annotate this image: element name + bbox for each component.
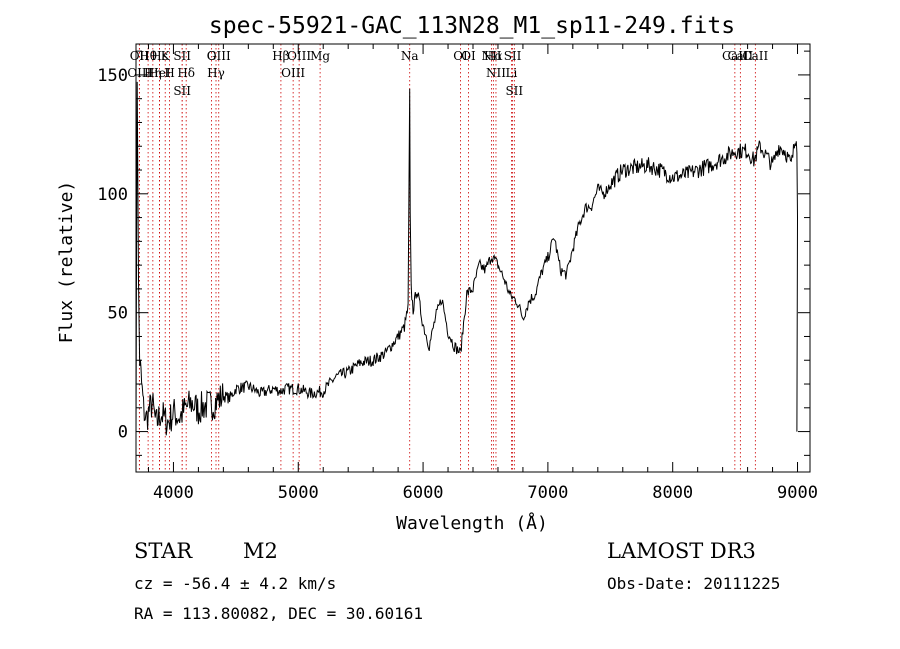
plot-frame [135,43,811,473]
coords-text: RA = 113.80082, DEC = 30.60161 [134,604,423,623]
y-tick-label: 0 [118,423,128,443]
marker-label: OIII [287,49,311,63]
marker-label: Hε [151,49,168,63]
x-tick-label: 6000 [403,483,444,503]
marker-label: CaII [722,49,748,63]
redshift-text: cz = -56.4 ± 4.2 km/s [134,574,337,593]
y-tick-label: 150 [97,66,128,86]
marker-label: Mg [310,49,330,63]
marker-label: Hη [144,66,162,80]
y-tick-label: 50 [108,304,128,324]
survey-name: LAMOST DR3 [607,539,756,563]
marker-label: NII [481,49,501,63]
marker-label: G [207,49,217,63]
marker-label: OIII [207,49,231,63]
object-type: STAR [134,539,193,563]
marker-label: NII [486,66,506,80]
line-markers [138,44,756,472]
marker-label: Li [506,66,518,80]
marker-label: HeI [148,66,171,80]
flux-trace [135,81,799,437]
marker-label: SII [504,49,522,63]
marker-label: K [161,49,171,63]
marker-label: Hγ [207,66,225,80]
x-axis-label: Wavelength (Å) [396,512,548,534]
marker-label: CaII [727,49,753,63]
y-axis-label: Flux (relative) [56,181,77,344]
marker-label: Na [401,49,419,63]
marker-label: OII [130,49,150,63]
obs-date-text: Obs-Date: 20111225 [607,574,781,593]
y-tick-label: 100 [97,185,128,205]
marker-label: Hα [484,49,503,63]
x-tick-label: 8000 [652,483,693,503]
object-subclass: M2 [243,539,278,563]
x-tick-label: 9000 [777,483,818,503]
x-tick-label: 4000 [153,483,194,503]
x-tick-label: 7000 [527,483,568,503]
marker-label: OIII [281,66,305,80]
y-axis-ticks: 0 50 100 150 [97,50,810,456]
marker-label: Hθ [139,49,157,63]
marker-label: Hβ [272,49,289,63]
x-tick-label: 5000 [278,483,319,503]
chart-title: spec-55921-GAC_113N28_M1_sp11-249.fits [209,13,735,39]
marker-label: CaII [742,49,768,63]
marker-label: SII [505,84,523,98]
marker-label: H [164,66,174,80]
marker-label: OIII [127,66,151,80]
x-axis-ticks: 4000 5000 6000 7000 8000 9000 [147,44,818,503]
marker-label: OI [453,49,468,63]
marker-label: SII [173,49,191,63]
marker-label: Hδ [177,66,195,80]
marker-label: SII [173,84,191,98]
marker-label: OI [461,49,476,63]
